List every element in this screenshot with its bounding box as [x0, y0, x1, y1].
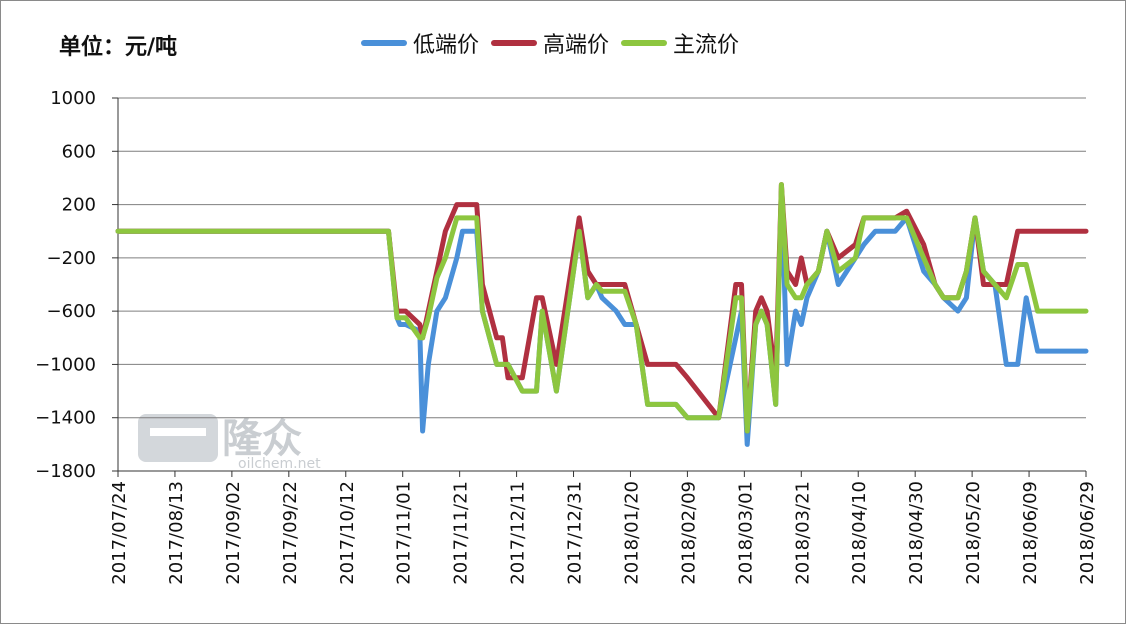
x-tick-label: 2017/11/21 — [451, 481, 472, 585]
x-tick-label: 2018/04/30 — [906, 481, 927, 585]
x-tick-label: 2018/06/09 — [1020, 481, 1041, 585]
watermark-logo-icon — [138, 414, 218, 462]
y-tick-label: −600 — [47, 301, 96, 322]
x-tick-label: 2017/12/31 — [565, 481, 586, 585]
x-tick-label: 2017/11/01 — [394, 481, 415, 585]
x-tick-label: 2018/06/29 — [1077, 481, 1098, 585]
x-tick-label: 2017/09/22 — [280, 481, 301, 585]
y-tick-label: −1400 — [35, 408, 96, 429]
x-tick-label: 2017/08/13 — [166, 481, 187, 585]
x-tick-label: 2018/04/10 — [849, 481, 870, 585]
x-tick-label: 2018/01/20 — [621, 481, 642, 585]
y-tick-label: −1800 — [35, 461, 96, 482]
legend-swatch — [361, 40, 407, 46]
legend-item: 主流价 — [621, 27, 739, 59]
legend-item: 高端价 — [491, 27, 609, 59]
y-tick-label: −1000 — [35, 354, 96, 375]
x-tick-labels: 2017/07/24 2017/08/13 2017/09/02 2017/09/22… — [109, 481, 1098, 585]
x-tick-label: 2017/10/12 — [337, 481, 358, 585]
y-tick-label: −200 — [47, 248, 96, 269]
x-tick-label: 2017/07/24 — [109, 481, 130, 585]
watermark-logo-stripe — [150, 428, 206, 436]
x-tick-label: 2018/02/09 — [678, 481, 699, 585]
axes — [117, 98, 1087, 477]
legend-label: 主流价 — [673, 33, 740, 58]
legend-item: 低端价 — [361, 27, 479, 59]
unit-label: 单位：元/吨 — [59, 35, 178, 60]
legend-label: 高端价 — [543, 33, 610, 58]
x-tick-label: 2018/03/21 — [792, 481, 813, 585]
y-tick-label: 1000 — [50, 88, 96, 109]
x-tick-label: 2018/05/20 — [963, 481, 984, 585]
legend-swatch — [491, 40, 538, 46]
x-tick-label: 2017/12/11 — [508, 481, 529, 585]
series-lines — [115, 182, 1089, 447]
y-tick-label: 600 — [62, 141, 96, 162]
legend: 低端价 高端价 主流价 — [361, 27, 739, 59]
legend-label: 低端价 — [413, 33, 480, 58]
watermark-brand: 隆众 — [222, 416, 302, 462]
y-tick-label: 200 — [62, 195, 96, 216]
x-tick-label: 2017/09/02 — [223, 481, 244, 585]
legend-swatch — [621, 40, 668, 46]
watermark-site: oilchem.net — [238, 456, 321, 472]
y-tick-labels: 1000 600 200 −200 −600 −1000 −1400 −1800 — [35, 88, 96, 482]
series-line-2 — [115, 182, 1089, 434]
series-line-1 — [115, 182, 1089, 434]
x-tick-label: 2018/03/01 — [735, 481, 756, 585]
